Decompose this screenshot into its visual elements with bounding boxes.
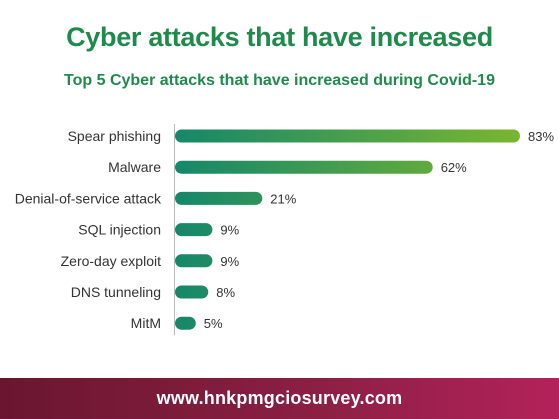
bar [175, 191, 263, 205]
value-label: 8% [216, 285, 235, 300]
category-label: MitM [131, 315, 161, 331]
footer-banner: www.hnkpmgciosurvey.com [0, 378, 559, 419]
bar-chart: Spear phishing 83% Malware 62% Denial-of-ser… [0, 115, 559, 345]
value-label: 9% [220, 254, 239, 269]
category-label: Zero-day exploit [61, 253, 161, 269]
bar-chart-svg: Spear phishing 83% Malware 62% Denial-of-ser… [15, 124, 554, 336]
category-label: Spear phishing [68, 128, 161, 144]
category-label: SQL injection [78, 222, 161, 238]
bar [175, 160, 433, 174]
value-label: 21% [270, 191, 296, 206]
chart-subtitle: Top 5 Cyber attacks that have increased … [64, 72, 495, 89]
category-label: Denial-of-service attack [15, 190, 162, 206]
bar [175, 223, 213, 237]
value-label: 62% [441, 160, 467, 175]
bar [175, 316, 196, 330]
bar [175, 129, 520, 143]
bar [175, 254, 213, 268]
page-title: Cyber attacks that have increased [66, 22, 493, 52]
footer-url[interactable]: www.hnkpmgciosurvey.com [156, 388, 403, 408]
value-label: 9% [220, 223, 239, 238]
value-label: 83% [528, 129, 554, 144]
bar [175, 285, 209, 299]
category-label: DNS tunneling [71, 284, 161, 300]
value-label: 5% [204, 316, 223, 331]
category-label: Malware [108, 159, 161, 175]
